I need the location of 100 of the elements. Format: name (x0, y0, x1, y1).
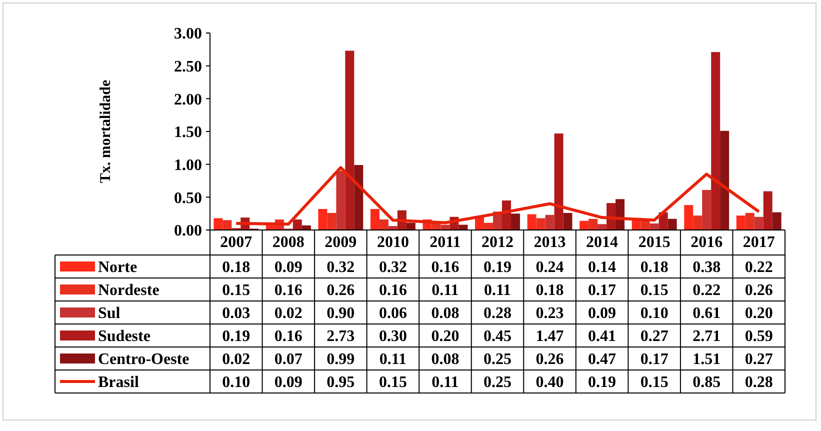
data-label: 0.10 (640, 305, 668, 322)
data-label: 0.09 (588, 305, 616, 322)
bar (545, 214, 554, 230)
y-tick-label: 3.00 (174, 26, 202, 43)
data-label: 0.14 (588, 259, 616, 276)
data-label: 0.59 (744, 328, 773, 346)
bar (711, 52, 720, 230)
bar (379, 219, 388, 230)
bar (214, 218, 223, 230)
data-label: 0.02 (222, 351, 250, 368)
data-label: 0.28 (484, 305, 512, 322)
bar (650, 223, 659, 230)
data-label: 0.09 (274, 259, 302, 276)
data-label: 0.15 (378, 374, 407, 392)
data-label: 0.61 (692, 305, 721, 322)
data-label: 0.99 (326, 351, 355, 368)
data-label: 0.18 (640, 259, 668, 276)
x-tick-label: 2009 (324, 234, 357, 252)
data-label: 2.71 (692, 328, 721, 346)
data-label: 0.45 (484, 328, 512, 346)
data-label: 2.73 (326, 328, 355, 346)
legend-label: Nordeste (98, 282, 160, 300)
x-tick-label: 2012 (482, 234, 514, 252)
data-label: 0.32 (326, 259, 355, 276)
y-tick-label: 1.00 (174, 156, 202, 174)
data-label: 0.23 (536, 305, 564, 322)
y-axis-title: Tx. mortalidade (98, 80, 114, 184)
bar (563, 212, 572, 230)
bar (588, 218, 598, 230)
x-tick-label: 2013 (534, 234, 566, 252)
y-tick-label: 2.50 (174, 58, 202, 76)
bar (458, 224, 468, 230)
data-label: 0.40 (536, 374, 564, 392)
data-label: 0.11 (484, 282, 512, 300)
data-label: 0.28 (744, 374, 773, 392)
bar (745, 212, 754, 230)
bar (580, 220, 589, 230)
data-label: 1.47 (536, 328, 564, 346)
data-label: 0.16 (431, 259, 460, 276)
legend-label: Brasil (98, 374, 140, 392)
data-label: 0.17 (640, 351, 668, 368)
data-label: 0.18 (536, 282, 564, 300)
data-label: 0.18 (222, 259, 250, 276)
data-label: 0.27 (640, 328, 668, 346)
legend-label: Centro-Oeste (98, 351, 190, 368)
bar (440, 224, 450, 230)
data-label: 0.08 (431, 305, 460, 322)
data-label: 0.16 (274, 282, 302, 300)
bar (318, 208, 328, 230)
y-tick-label: 1.50 (174, 124, 202, 142)
legend-label: Norte (98, 259, 138, 276)
y-tick-label: 0.00 (174, 222, 202, 240)
line-series (234, 166, 760, 226)
data-label: 0.26 (536, 351, 564, 368)
data-label: 0.24 (536, 259, 564, 276)
data-label: 0.41 (588, 328, 616, 346)
bar (292, 219, 302, 230)
data-label: 0.03 (222, 305, 250, 322)
legend-label: Sul (98, 305, 121, 322)
data-label: 0.19 (588, 374, 616, 392)
bar (336, 170, 346, 230)
bar (754, 216, 764, 230)
bar (684, 205, 694, 230)
data-label: 1.51 (692, 351, 721, 368)
bar (370, 208, 380, 230)
data-label: 0.30 (378, 328, 407, 346)
data-label: 0.11 (432, 374, 459, 392)
x-tick-label: 2016 (690, 234, 723, 252)
data-label: 0.26 (326, 282, 355, 300)
data-label: 0.16 (274, 328, 302, 346)
x-tick-label: 2007 (220, 234, 252, 252)
data-label: 0.25 (484, 374, 512, 392)
x-tick-label: 2010 (376, 234, 409, 252)
bar (222, 220, 232, 230)
data-label: 0.20 (431, 328, 460, 346)
bar (475, 218, 484, 230)
data-label: 0.38 (692, 259, 721, 276)
data-label: 0.15 (640, 282, 668, 300)
bar (693, 216, 702, 230)
y-tick-label: 2.00 (174, 91, 202, 108)
data-label: 0.10 (222, 374, 250, 392)
bar (554, 133, 564, 230)
data-label: 0.85 (692, 374, 721, 392)
data-label: 0.22 (692, 282, 721, 300)
bar (345, 50, 354, 230)
data-label: 0.32 (378, 259, 407, 276)
data-label: 0.15 (640, 374, 668, 392)
x-tick-label: 2017 (742, 234, 775, 252)
x-tick-label: 2011 (430, 234, 461, 252)
data-label: 0.11 (379, 351, 407, 368)
bar (484, 222, 494, 230)
data-label: 0.22 (744, 259, 773, 276)
data-label: 0.47 (588, 351, 616, 368)
bar (702, 190, 712, 230)
data-label: 0.25 (484, 351, 512, 368)
bar (772, 212, 782, 230)
bar (668, 218, 677, 230)
data-label: 0.27 (744, 351, 773, 368)
data-label: 0.09 (274, 374, 302, 392)
data-label: 0.02 (274, 305, 302, 322)
